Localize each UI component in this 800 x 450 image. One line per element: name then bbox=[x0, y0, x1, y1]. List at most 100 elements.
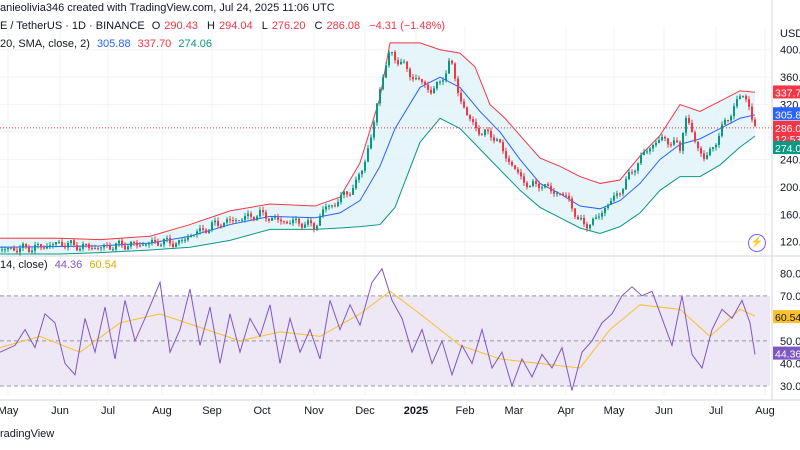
candle-body bbox=[385, 65, 387, 78]
candle-body bbox=[445, 73, 447, 81]
candle-body bbox=[112, 249, 114, 251]
candle-body bbox=[292, 219, 294, 224]
candle-body bbox=[364, 161, 366, 171]
candle-body bbox=[727, 119, 729, 121]
candle-body bbox=[598, 216, 600, 218]
candle-body bbox=[49, 245, 51, 247]
candle-body bbox=[22, 243, 24, 248]
y-tick-label: 200.00 bbox=[780, 182, 800, 194]
candle-body bbox=[538, 183, 540, 189]
candle-body bbox=[574, 208, 576, 217]
candle-body bbox=[559, 193, 561, 195]
bb-mid-price-tag: 305.88 bbox=[775, 109, 800, 121]
candle-body bbox=[544, 184, 546, 188]
close-label: C bbox=[314, 20, 323, 32]
candle-body bbox=[643, 152, 645, 156]
candle-body bbox=[148, 242, 150, 245]
candle-body bbox=[190, 235, 192, 238]
candle-body bbox=[454, 63, 456, 79]
candle-body bbox=[406, 61, 408, 69]
candle-body bbox=[79, 248, 81, 251]
candle-body bbox=[235, 220, 237, 222]
candle-body bbox=[31, 250, 33, 253]
open-label: O bbox=[151, 20, 161, 32]
candle-body bbox=[718, 135, 720, 145]
candle-body bbox=[10, 247, 12, 249]
candle-body bbox=[622, 189, 624, 194]
candle-body bbox=[397, 60, 399, 65]
candle-body bbox=[238, 220, 240, 222]
candle-body bbox=[676, 140, 678, 143]
candle-body bbox=[247, 213, 249, 217]
candle-body bbox=[355, 179, 357, 189]
candle-body bbox=[226, 219, 228, 223]
candle-body bbox=[124, 245, 126, 250]
bb-upper-price-tag: 337.70 bbox=[775, 87, 800, 99]
rsi-value: 44.36 bbox=[54, 259, 83, 271]
candle-body bbox=[370, 137, 372, 149]
lightning-icon[interactable]: ⚡ bbox=[748, 234, 766, 252]
x-tick-label: Jun bbox=[51, 405, 69, 417]
rsi-y-tick-label: 40.00 bbox=[780, 358, 800, 370]
candle-body bbox=[712, 147, 714, 149]
header-line1: anieolivia346 created with TradingView.c… bbox=[0, 2, 339, 14]
candle-body bbox=[202, 228, 204, 230]
candle-body bbox=[295, 218, 297, 220]
candle-body bbox=[739, 96, 741, 100]
y-tick-label: 120.00 bbox=[780, 237, 800, 249]
candle-body bbox=[508, 158, 510, 162]
candle-body bbox=[358, 174, 360, 180]
candle-body bbox=[265, 212, 267, 219]
candle-body bbox=[601, 213, 603, 217]
candle-body bbox=[469, 115, 471, 120]
header-created: anieolivia346 created with TradingView.c… bbox=[0, 2, 335, 14]
bb-mid-value: 305.88 bbox=[96, 38, 131, 50]
candle-body bbox=[175, 243, 177, 247]
low-label: L bbox=[261, 20, 268, 32]
candle-body bbox=[43, 247, 45, 249]
candle-body bbox=[625, 179, 627, 190]
candle-body bbox=[28, 246, 30, 253]
candle-body bbox=[463, 101, 465, 108]
candle-body bbox=[583, 217, 585, 225]
candle-body bbox=[721, 124, 723, 136]
candle-body bbox=[268, 218, 270, 221]
candle-body bbox=[91, 247, 93, 249]
candle-body bbox=[655, 142, 657, 146]
bb-upper-value: 337.70 bbox=[137, 38, 172, 50]
last-price-tag-bg bbox=[773, 120, 800, 134]
candle-body bbox=[34, 245, 36, 251]
candle-body bbox=[25, 243, 27, 247]
candle-body bbox=[730, 116, 732, 121]
candle-body bbox=[367, 148, 369, 162]
candle-body bbox=[313, 223, 315, 230]
candle-body bbox=[13, 247, 15, 251]
rsi-y-tick-label: 30.00 bbox=[780, 381, 800, 393]
candle-body bbox=[427, 84, 429, 90]
candle-body bbox=[205, 229, 207, 233]
close-value: 286.08 bbox=[326, 20, 361, 32]
candle-body bbox=[481, 134, 483, 136]
rsi-line bbox=[0, 267, 756, 391]
rsi-y-tick-label: 80.00 bbox=[780, 268, 800, 280]
candle-body bbox=[322, 209, 324, 217]
candle-body bbox=[151, 239, 153, 243]
candle-body bbox=[301, 223, 303, 228]
candle-body bbox=[187, 237, 189, 240]
candle-body bbox=[70, 240, 72, 244]
candle-body bbox=[466, 107, 468, 116]
candle-body bbox=[289, 223, 291, 225]
candle-body bbox=[496, 139, 498, 141]
candle-body bbox=[430, 89, 432, 94]
candle-body bbox=[550, 185, 552, 192]
candle-body bbox=[562, 193, 564, 196]
candle-body bbox=[100, 247, 102, 249]
candle-body bbox=[52, 244, 54, 246]
candle-body bbox=[298, 218, 300, 224]
x-tick-label: May bbox=[0, 405, 19, 417]
candle-body bbox=[115, 243, 117, 250]
candle-body bbox=[166, 237, 168, 239]
candle-body bbox=[154, 239, 156, 242]
rsi-y-tick-label: 50.00 bbox=[780, 336, 800, 348]
